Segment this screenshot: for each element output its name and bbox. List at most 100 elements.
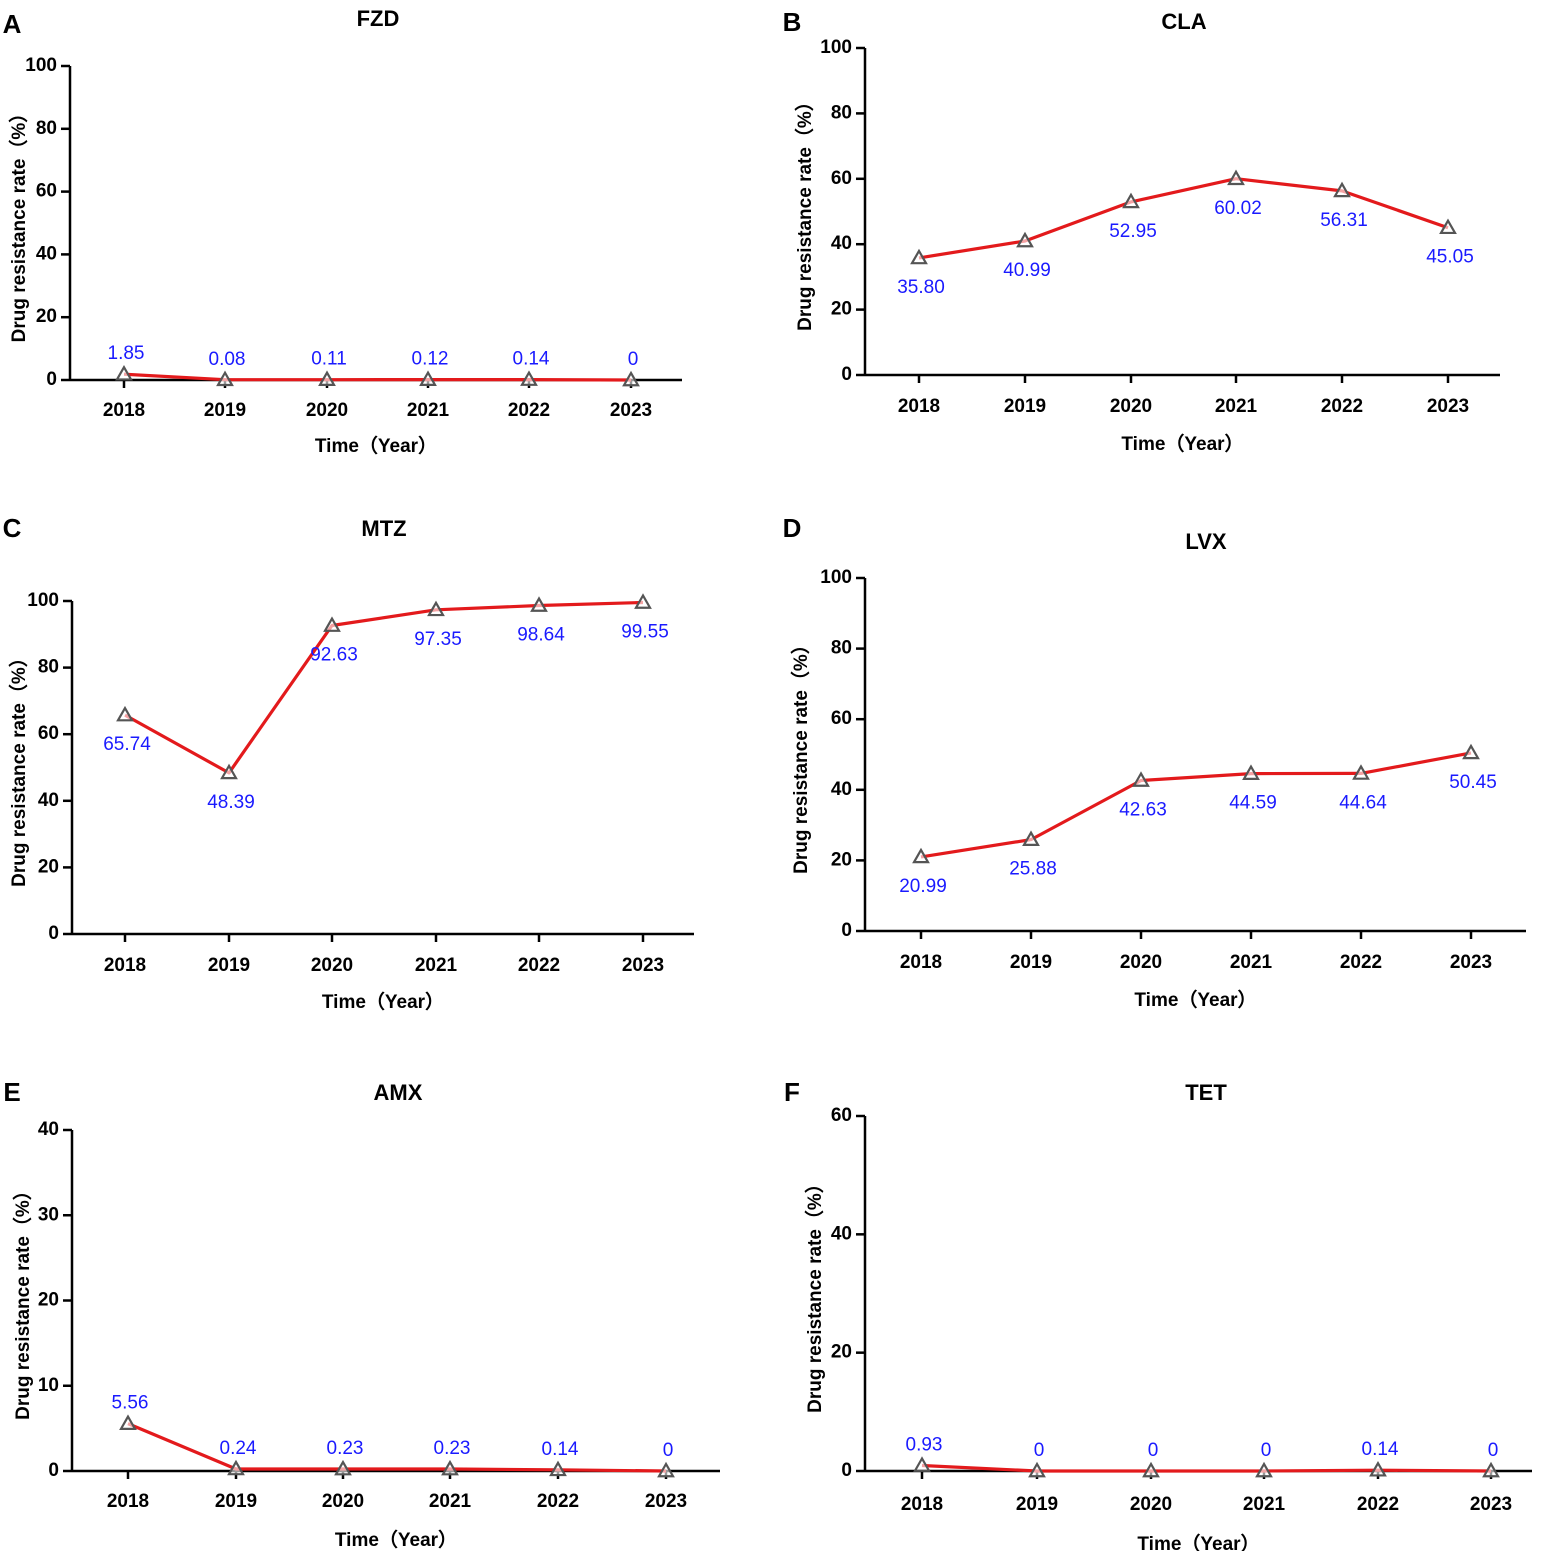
data-label: 0 — [663, 1440, 674, 1461]
x-tick-label: 2020 — [311, 955, 353, 976]
triangle-marker-icon — [1482, 1461, 1500, 1478]
x-tick-label: 2018 — [107, 1491, 149, 1512]
chart-panel-a: A FZD 0 20 40 60 80 100 2018 2019 2020 2021 2022 2023… — [3, 6, 682, 457]
triangle-marker-icon — [1022, 830, 1040, 846]
x-tick-label: 2018 — [103, 400, 145, 421]
triangle-marker-icon — [1142, 1461, 1160, 1478]
data-label: 0.23 — [327, 1438, 364, 1459]
x-tick-label: 2022 — [518, 955, 560, 976]
x-tick-label: 2020 — [1130, 1494, 1172, 1515]
y-tick-label: 40 — [38, 1119, 59, 1140]
y-tick-label: 40 — [38, 790, 59, 811]
x-tick-label: 2021 — [1215, 396, 1258, 417]
triangle-marker-icon — [220, 763, 238, 780]
y-tick-label: 60 — [831, 1105, 852, 1126]
chart-title: MTZ — [361, 516, 406, 541]
panel-letter: E — [3, 1077, 20, 1107]
panel-letter: F — [784, 1077, 800, 1107]
data-label: 0 — [1034, 1440, 1045, 1461]
triangle-marker-icon — [913, 1456, 931, 1472]
data-label: 60.02 — [1214, 198, 1262, 219]
x-tick-label: 2023 — [1450, 952, 1492, 973]
y-axis-label: Drug resistance rate（%） — [803, 1174, 826, 1413]
x-tick-label: 2020 — [1120, 952, 1162, 973]
triangle-marker-icon — [323, 616, 341, 632]
data-label: 92.63 — [310, 645, 358, 666]
y-tick-label: 40 — [831, 233, 852, 254]
y-tick-label: 100 — [820, 37, 852, 58]
series-line — [920, 751, 1472, 859]
x-tick-label: 2018 — [900, 952, 942, 973]
triangle-marker-icon — [427, 600, 445, 617]
x-tick-label: 2019 — [1016, 1494, 1058, 1515]
triangle-marker-icon — [115, 364, 133, 381]
chart-title: AMX — [374, 1080, 423, 1105]
data-label: 99.55 — [621, 622, 669, 643]
y-tick-label: 0 — [48, 923, 59, 944]
x-tick-label: 2022 — [537, 1491, 579, 1512]
triangle-marker-icon — [216, 370, 234, 387]
data-label: 98.64 — [517, 625, 565, 646]
x-tick-label: 2022 — [508, 400, 550, 421]
x-tick-label: 2021 — [429, 1491, 472, 1512]
y-tick-label: 20 — [38, 1290, 59, 1311]
x-tick-label: 2021 — [415, 955, 458, 976]
y-tick-label: 60 — [36, 181, 57, 202]
triangle-marker-icon — [1016, 231, 1034, 248]
y-tick-label: 20 — [831, 1342, 852, 1363]
y-tick-label: 80 — [831, 638, 852, 659]
data-label: 0.14 — [1362, 1439, 1399, 1460]
y-tick-label: 40 — [831, 779, 852, 800]
x-tick-label: 2023 — [1427, 396, 1469, 417]
x-axis-label: Time（Year） — [1121, 432, 1243, 455]
chart-panel-d: D LVX 0 20 40 60 80 100 2018 2019 2020 2021 2022 2023… — [783, 513, 1526, 1011]
x-axis-label: Time（Year） — [335, 1528, 457, 1551]
triangle-marker-icon — [119, 1414, 137, 1430]
data-label: 44.64 — [1339, 792, 1387, 813]
x-tick-label: 2020 — [306, 400, 348, 421]
y-tick-label: 0 — [46, 369, 57, 390]
x-tick-label: 2019 — [1010, 952, 1052, 973]
triangle-marker-icon — [1369, 1460, 1387, 1477]
data-label: 0 — [628, 349, 639, 370]
data-label: 0.12 — [412, 349, 449, 370]
data-label: 0.11 — [311, 349, 347, 370]
x-tick-label: 2022 — [1321, 396, 1363, 417]
triangle-marker-icon — [1227, 169, 1245, 186]
x-tick-label: 2023 — [610, 400, 652, 421]
data-label: 42.63 — [1119, 800, 1167, 821]
x-tick-label: 2019 — [208, 955, 250, 976]
triangle-marker-icon — [634, 593, 652, 609]
y-axis-label: Drug resistance rate（%） — [11, 1181, 34, 1420]
panel-letter: A — [3, 9, 22, 39]
series-line — [921, 1463, 1492, 1473]
triangle-marker-icon — [549, 1460, 567, 1477]
triangle-marker-icon — [530, 596, 548, 612]
y-tick-label: 0 — [841, 920, 852, 941]
y-tick-label: 40 — [36, 243, 57, 264]
triangle-marker-icon — [912, 847, 930, 864]
triangle-marker-icon — [1132, 771, 1150, 787]
y-tick-label: 30 — [38, 1204, 59, 1225]
y-tick-label: 100 — [25, 55, 57, 76]
y-tick-label: 0 — [841, 364, 852, 385]
data-label: 40.99 — [1003, 260, 1051, 281]
triangle-marker-icon — [419, 370, 437, 386]
triangle-marker-icon — [1028, 1461, 1046, 1478]
y-tick-label: 100 — [27, 590, 59, 611]
x-tick-label: 2021 — [407, 400, 450, 421]
y-tick-label: 100 — [820, 567, 852, 588]
data-label: 0.08 — [209, 349, 246, 370]
data-label: 97.35 — [414, 629, 462, 650]
data-label: 0.93 — [906, 1435, 943, 1456]
triangle-marker-icon — [441, 1459, 459, 1476]
data-label: 0.24 — [220, 1438, 257, 1459]
data-label: 0 — [1148, 1440, 1159, 1461]
x-tick-label: 2018 — [104, 955, 146, 976]
data-label: 56.31 — [1320, 210, 1368, 231]
series-line — [123, 372, 632, 382]
data-label: 44.59 — [1229, 793, 1277, 814]
data-label: 45.05 — [1426, 247, 1474, 268]
data-label: 0.23 — [434, 1438, 471, 1459]
y-tick-label: 20 — [831, 299, 852, 320]
